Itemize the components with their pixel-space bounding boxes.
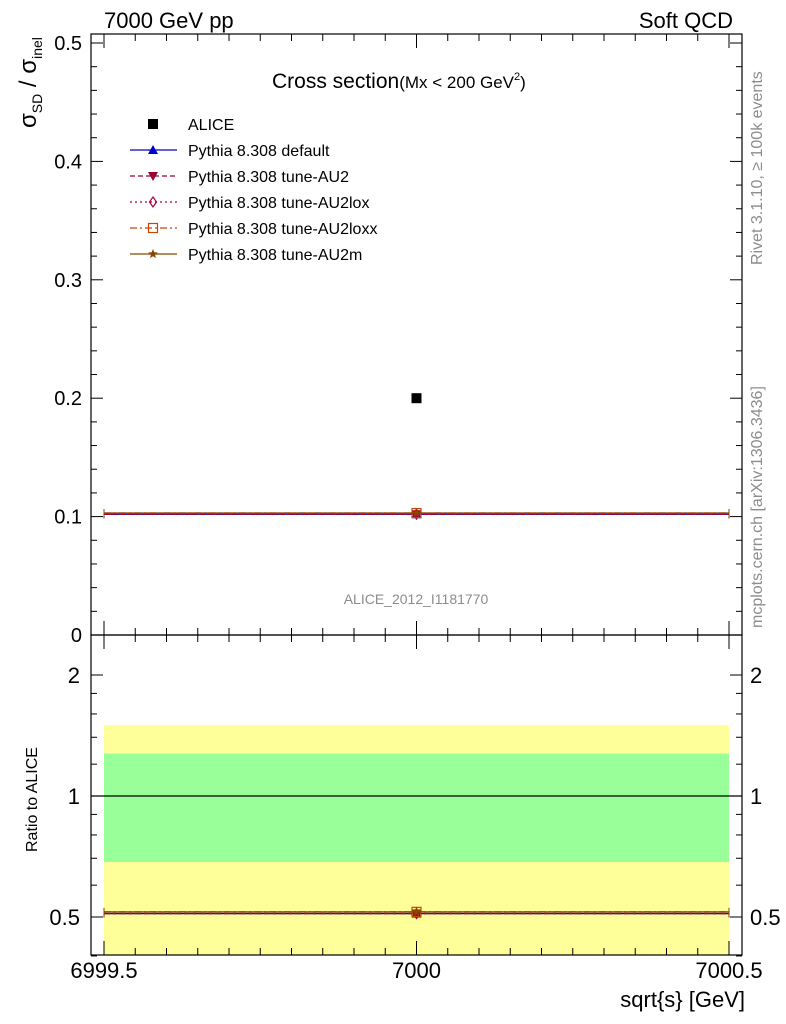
x-axis-label: sqrt{s} [GeV] — [620, 987, 745, 1012]
data-point — [411, 393, 422, 404]
header-left: 7000 GeV pp — [104, 8, 234, 33]
main-ytick-label: 0.1 — [54, 507, 82, 529]
main-ytick-label: 0.4 — [54, 151, 82, 173]
ratio-series-4 — [103, 906, 730, 916]
legend-entry: ALICE — [148, 117, 234, 134]
legend-label: Pythia 8.308 tune-AU2m — [188, 247, 362, 264]
legend-entry: Pythia 8.308 tune-AU2lox — [130, 195, 369, 212]
ratio-ytick-label-right: 1 — [750, 784, 762, 809]
ratio-ytick-label: 0.5 — [49, 905, 80, 930]
series-5 — [103, 508, 730, 518]
series-0 — [411, 393, 422, 404]
legend-entry: Pythia 8.308 tune-AU2m — [130, 247, 362, 264]
main-title: Cross section(Mx < 200 GeV2) — [272, 70, 526, 93]
main-axis-ticks: 0.1 0.2 0.3 0.4 0.5 0 — [54, 33, 742, 647]
legend-label: Pythia 8.308 tune-AU2 — [188, 169, 349, 186]
ratio-point — [411, 906, 422, 916]
legend-marker — [148, 195, 158, 209]
data-point — [411, 508, 422, 518]
legend-marker — [148, 145, 158, 154]
ratio-ytick-label: 2 — [68, 663, 80, 688]
ratio-ytick-label-right: 0.5 — [750, 905, 781, 930]
ratio-ytick-label: 1 — [68, 784, 80, 809]
xtick-label: 6999.5 — [70, 958, 137, 983]
main-title-close: ) — [520, 73, 526, 92]
legend-label: ALICE — [188, 117, 234, 134]
main-ylabel: σSD / σinel — [15, 37, 45, 128]
main-title-text: Cross section — [272, 70, 399, 93]
analysis-watermark: ALICE_2012_I1181770 — [344, 591, 489, 607]
svg-text:σSD / σinel: σSD / σinel — [15, 37, 45, 128]
ratio-series-group — [103, 906, 730, 920]
legend-label: Pythia 8.308 default — [188, 143, 330, 160]
mcplots-label: mcplots.cern.ch [arXiv:1306.3436] — [749, 386, 766, 628]
legend-marker — [147, 222, 159, 234]
main-ytick-label-zero: 0 — [71, 625, 82, 647]
legend-label: Pythia 8.308 tune-AU2lox — [188, 195, 369, 212]
main-ytick-label: 0.3 — [54, 270, 82, 292]
legend-marker — [148, 119, 158, 129]
legend-entry: Pythia 8.308 tune-AU2 — [130, 169, 349, 186]
legend-entry: Pythia 8.308 default — [130, 143, 330, 160]
legend: ALICE Pythia 8.308 default Pythia 8.308 tu… — [130, 117, 377, 264]
ratio-band-1-sigma — [104, 753, 729, 863]
main-ytick-label: 0.5 — [54, 33, 82, 55]
ratio-ylabel: Ratio to ALICE — [24, 747, 41, 852]
rivet-label: Rivet 3.1.10, ≥ 100k events — [749, 71, 766, 265]
legend-entry: Pythia 8.308 tune-AU2loxx — [130, 221, 377, 238]
ratio-ytick-label-right: 2 — [750, 663, 762, 688]
ratio-axis-ticks: 0.5 0.5 1 1 2 2 6999.5 7000 7000.5 — [49, 635, 781, 983]
xtick-label: 7000 — [392, 958, 441, 983]
main-series-group — [103, 393, 730, 521]
header-right: Soft QCD — [639, 8, 733, 33]
legend-marker — [148, 249, 158, 258]
legend-label: Pythia 8.308 tune-AU2loxx — [188, 221, 377, 238]
xtick-label: 7000.5 — [695, 958, 762, 983]
legend-marker — [148, 172, 158, 181]
main-title-sup: 2 — [514, 71, 520, 83]
ratio-bands — [91, 725, 742, 955]
main-title-suffix: (Mx < 200 GeV — [399, 73, 514, 92]
main-ytick-label: 0.2 — [54, 388, 82, 410]
